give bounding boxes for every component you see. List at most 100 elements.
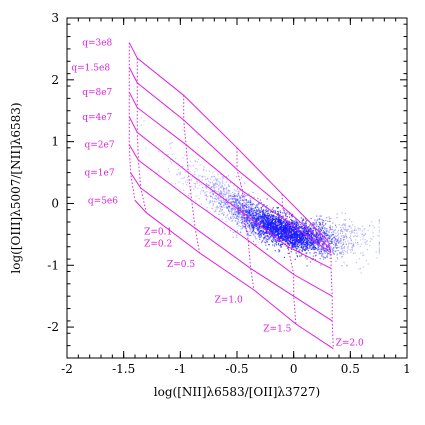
data-point	[243, 196, 245, 198]
data-point	[327, 246, 329, 248]
data-point	[330, 242, 332, 244]
data-point	[236, 215, 238, 217]
data-point	[292, 243, 294, 245]
data-point	[341, 224, 343, 226]
data-point	[240, 221, 242, 224]
data-point	[249, 213, 251, 216]
data-point	[245, 217, 247, 219]
data-point	[328, 242, 330, 244]
data-point	[278, 217, 280, 219]
data-point	[326, 247, 328, 249]
data-point	[219, 203, 222, 205]
data-point	[270, 210, 272, 212]
data-point	[220, 187, 222, 189]
data-point	[216, 200, 218, 203]
data-point	[206, 195, 208, 197]
data-point	[255, 238, 257, 240]
data-point	[265, 239, 267, 241]
data-point	[303, 219, 305, 221]
data-point	[299, 231, 301, 233]
data-point	[229, 198, 231, 200]
data-point	[193, 188, 195, 190]
data-point	[312, 242, 314, 245]
data-point	[258, 232, 260, 234]
data-point	[300, 236, 302, 238]
data-point	[312, 222, 314, 224]
data-point	[236, 203, 238, 205]
data-point	[248, 210, 250, 212]
data-point	[378, 248, 380, 250]
data-point	[241, 221, 243, 224]
data-point	[188, 193, 190, 195]
data-point	[216, 183, 218, 185]
data-point	[319, 231, 322, 233]
data-point	[262, 231, 264, 233]
data-point	[285, 234, 287, 236]
data-point	[215, 177, 217, 179]
data-point	[288, 241, 290, 243]
y-axis-label: log([OIII]λ5007/[NII]λ6583)	[9, 102, 23, 273]
data-point	[276, 241, 278, 243]
data-point	[195, 200, 197, 202]
data-point	[227, 196, 230, 198]
data-point	[329, 257, 331, 259]
data-point	[323, 251, 325, 253]
data-point	[324, 233, 326, 235]
data-point	[247, 211, 249, 213]
data-point	[237, 206, 239, 208]
data-point	[319, 233, 321, 236]
data-point	[273, 236, 275, 238]
data-point	[347, 246, 349, 248]
data-point	[327, 238, 329, 240]
data-point	[311, 240, 313, 242]
data-point	[234, 201, 236, 203]
data-point	[325, 250, 327, 252]
data-point	[272, 214, 274, 216]
data-point	[258, 222, 260, 224]
data-point	[378, 220, 380, 222]
y-tick-label: -1	[47, 258, 59, 272]
data-point	[243, 215, 246, 217]
data-point	[267, 226, 269, 228]
data-point	[252, 208, 254, 210]
data-point	[248, 211, 251, 213]
data-point	[306, 227, 309, 229]
data-point	[333, 253, 335, 255]
data-point	[278, 236, 280, 238]
data-point	[249, 214, 251, 216]
data-point	[247, 216, 249, 218]
data-point	[305, 232, 307, 234]
data-point	[223, 194, 226, 196]
data-point	[221, 209, 223, 211]
data-point	[240, 202, 242, 204]
data-point	[353, 236, 355, 238]
data-point	[364, 241, 366, 243]
data-point	[301, 243, 303, 245]
data-point	[276, 239, 278, 241]
data-point	[291, 231, 293, 233]
data-point	[275, 217, 277, 219]
data-point	[270, 221, 272, 223]
data-point	[333, 247, 335, 249]
data-point	[377, 235, 379, 237]
data-point	[305, 230, 307, 232]
data-point	[324, 226, 326, 229]
data-point	[262, 231, 264, 233]
data-point	[253, 227, 255, 229]
data-point	[305, 237, 307, 239]
data-point	[243, 218, 245, 220]
data-point	[325, 233, 327, 235]
data-point	[291, 234, 294, 236]
data-point	[342, 243, 345, 245]
data-point	[355, 261, 357, 264]
data-point	[294, 239, 296, 241]
data-point	[214, 189, 216, 191]
data-point	[324, 257, 327, 259]
data-point	[329, 238, 331, 240]
data-point	[245, 199, 247, 201]
data-point	[238, 213, 240, 215]
data-point	[326, 253, 328, 255]
data-point	[242, 207, 244, 209]
data-point	[195, 183, 197, 185]
data-point	[261, 226, 263, 228]
